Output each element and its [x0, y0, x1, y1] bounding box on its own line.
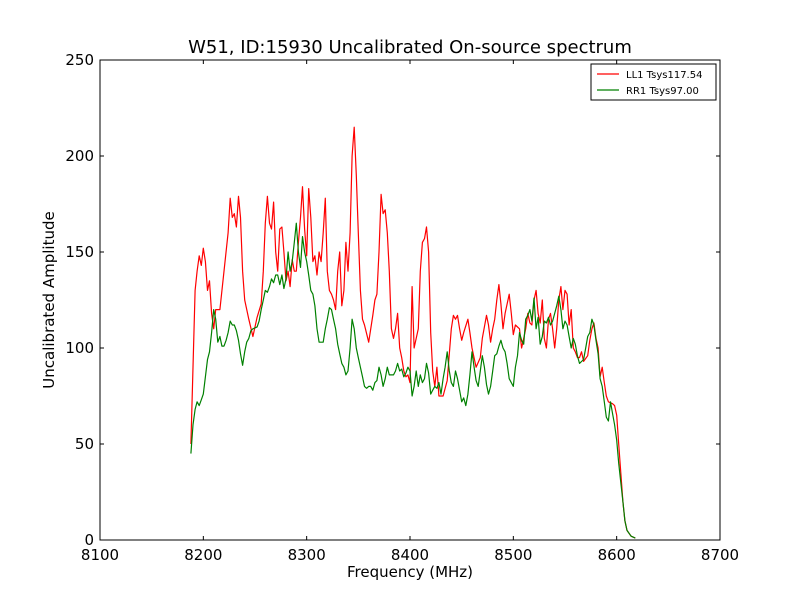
y-tick-label: 150: [65, 243, 94, 261]
x-tick-label: 8700: [701, 546, 739, 564]
plot-frame: [99, 59, 721, 541]
y-axis-label: Uncalibrated Amplitude: [40, 211, 58, 388]
tick-layer: 8100 8200 8300 8400 8500 8600 8700 0 50 100 150 200…: [65, 51, 739, 564]
x-tick-label: 8600: [598, 546, 636, 564]
legend-label-rr1: RR1 Tsys97.00: [626, 86, 699, 97]
x-tick-label: 8100: [81, 546, 119, 564]
y-tick-label: 0: [84, 531, 94, 549]
y-tick-label: 200: [65, 147, 94, 165]
x-tick-label: 8500: [494, 546, 532, 564]
series-line-rr1: [190, 222, 636, 539]
series-line-ll1: [190, 126, 636, 539]
legend: LL1 Tsys117.54 RR1 Tsys97.00: [590, 63, 717, 101]
y-tick-label: 100: [65, 339, 94, 357]
x-tick-label: 8200: [184, 546, 222, 564]
legend-box: [590, 63, 717, 101]
x-axis-label: Frequency (MHz): [347, 563, 473, 581]
legend-label-ll1: LL1 Tsys117.54: [626, 70, 702, 81]
chart-title: W51, ID:15930 Uncalibrated On-source spe…: [188, 37, 632, 58]
y-tick-label: 250: [65, 51, 94, 69]
series-layer: [190, 126, 636, 539]
y-tick-label: 50: [75, 435, 94, 453]
x-tick-label: 8300: [288, 546, 326, 564]
x-tick-label: 8400: [391, 546, 429, 564]
